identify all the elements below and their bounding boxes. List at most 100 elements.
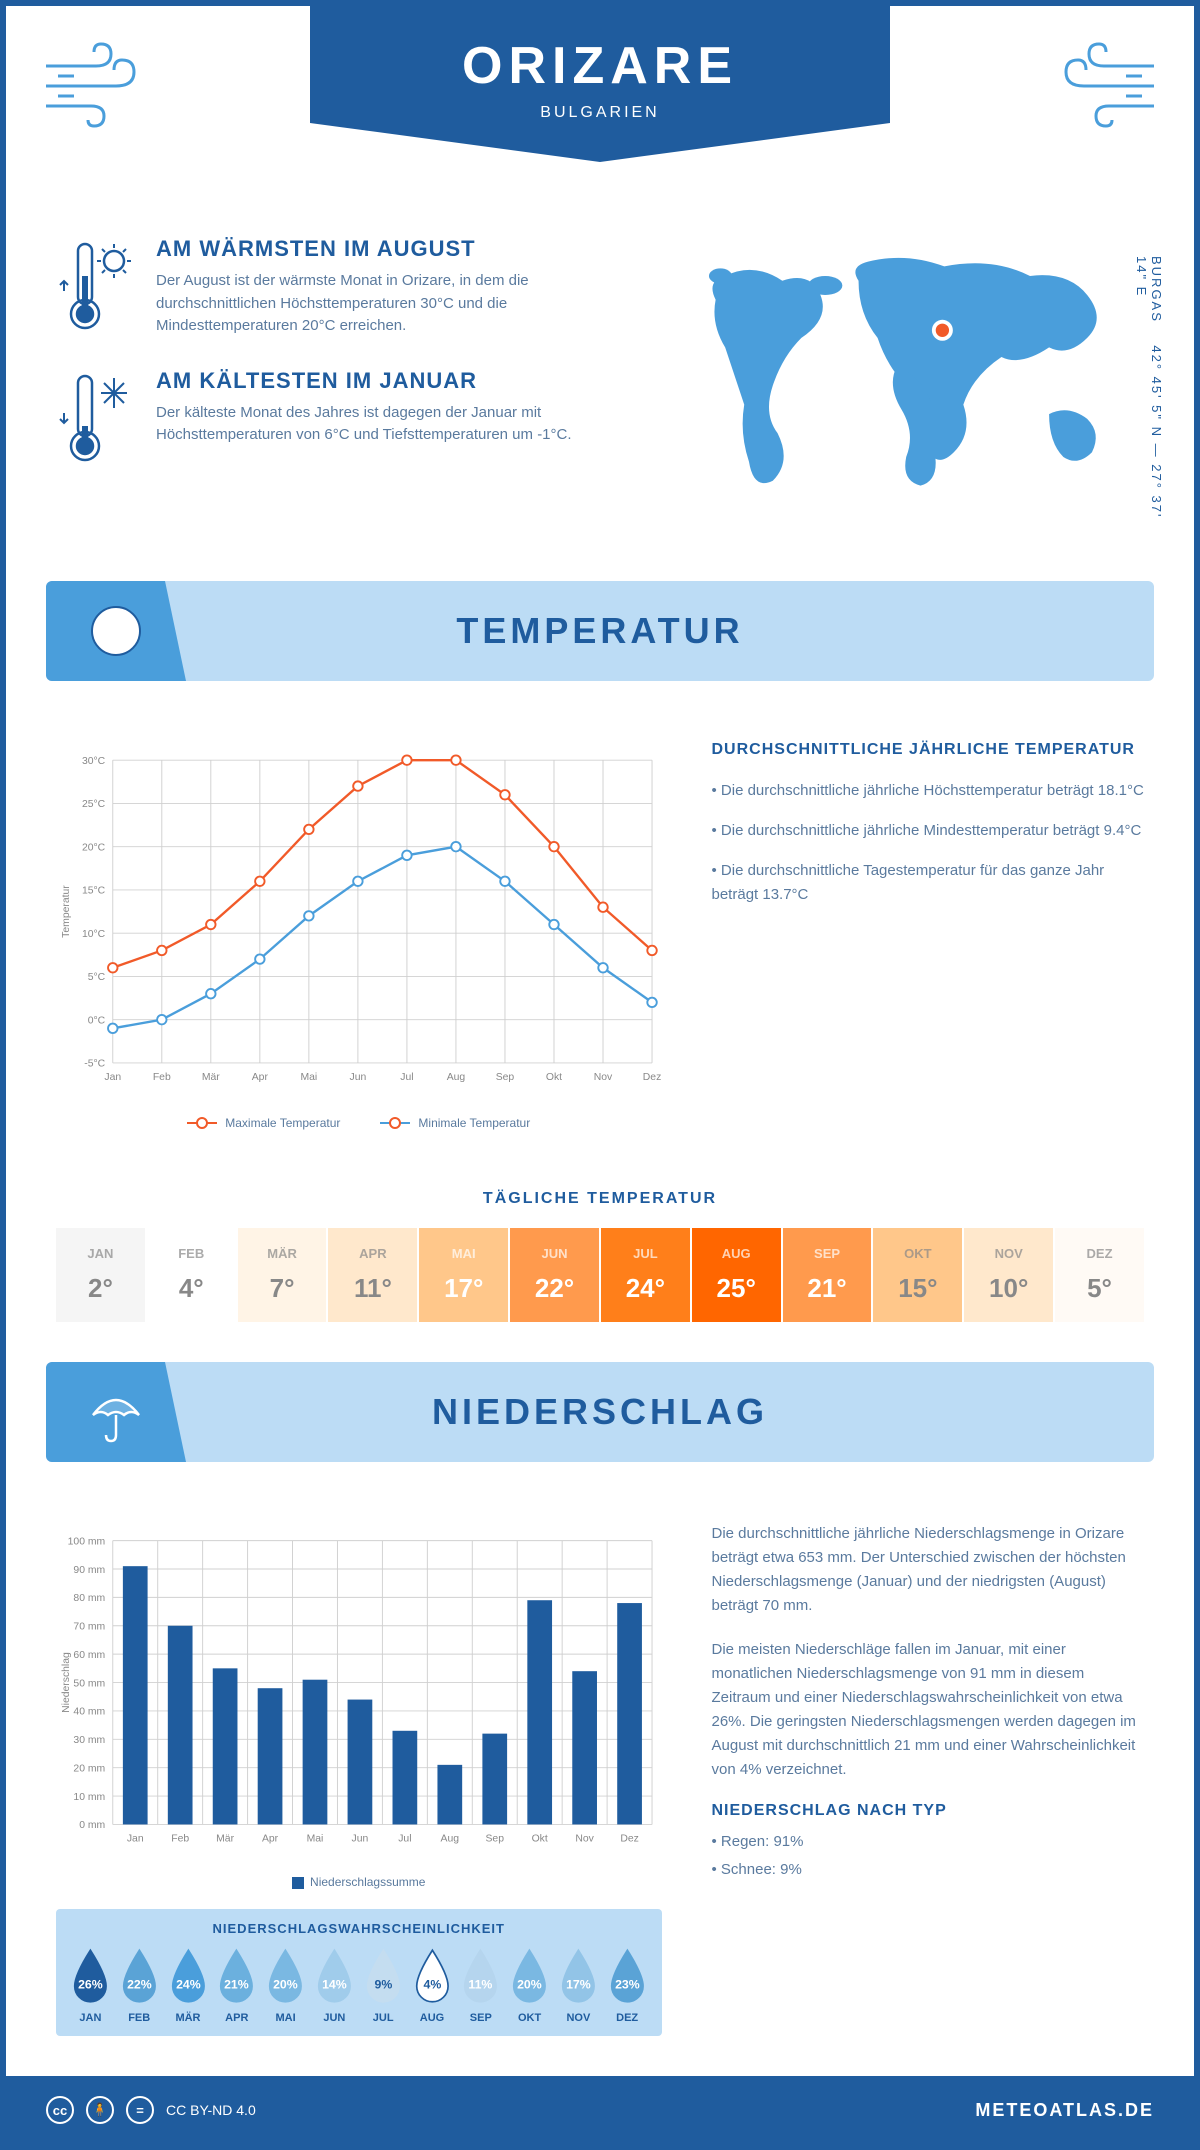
header: ORIZARE BULGARIEN (6, 6, 1194, 206)
svg-text:22%: 22% (127, 1977, 152, 1991)
temp-bullet: • Die durchschnittliche jährliche Mindes… (712, 819, 1145, 843)
svg-text:9%: 9% (374, 1977, 392, 1991)
cc-icon: cc (46, 2096, 74, 2124)
svg-text:0°C: 0°C (88, 1015, 106, 1026)
svg-text:15°C: 15°C (82, 886, 106, 897)
sun-icon (81, 596, 151, 666)
probability-drop: 17%NOV (556, 1948, 601, 2024)
svg-text:24%: 24% (176, 1977, 201, 1991)
temperature-section-header: TEMPERATUR (46, 581, 1154, 681)
svg-text:Aug: Aug (447, 1072, 466, 1083)
country-name: BULGARIEN (310, 104, 890, 122)
svg-text:Nov: Nov (594, 1072, 613, 1083)
probability-drop: 24%MÄR (166, 1948, 211, 2024)
footer: cc 🧍 = CC BY-ND 4.0 METEOATLAS.DE (6, 2076, 1194, 2144)
svg-text:14%: 14% (322, 1977, 347, 1991)
svg-text:Dez: Dez (643, 1072, 661, 1083)
world-map-icon (668, 236, 1144, 516)
svg-text:60 mm: 60 mm (73, 1650, 105, 1661)
probability-title: NIEDERSCHLAGSWAHRSCHEINLICHKEIT (68, 1921, 650, 1936)
site-name: METEOATLAS.DE (975, 2100, 1154, 2121)
nd-icon: = (126, 2096, 154, 2124)
svg-text:10°C: 10°C (82, 929, 106, 940)
daily-temp-cell: JUN22° (510, 1228, 601, 1322)
svg-text:Jan: Jan (127, 1833, 144, 1844)
svg-text:80 mm: 80 mm (73, 1593, 105, 1604)
svg-text:Okt: Okt (546, 1072, 562, 1083)
svg-text:0 mm: 0 mm (79, 1820, 105, 1831)
svg-text:Apr: Apr (252, 1072, 269, 1083)
daily-temp-cell: OKT15° (873, 1228, 964, 1322)
by-icon: 🧍 (86, 2096, 114, 2124)
svg-text:70 mm: 70 mm (73, 1622, 105, 1633)
city-name: ORIZARE (310, 36, 890, 96)
svg-text:100 mm: 100 mm (68, 1536, 106, 1547)
daily-temp-cell: APR11° (328, 1228, 419, 1322)
probability-drop: 9%JUL (361, 1948, 406, 2024)
probability-drop: 22%FEB (117, 1948, 162, 2024)
svg-text:30°C: 30°C (82, 756, 106, 767)
svg-text:23%: 23% (615, 1977, 640, 1991)
svg-text:20%: 20% (273, 1977, 298, 1991)
daily-temp-cell: MÄR7° (238, 1228, 329, 1322)
daily-temp-grid: JAN2°FEB4°MÄR7°APR11°MAI17°JUN22°JUL24°A… (56, 1228, 1144, 1322)
svg-text:30 mm: 30 mm (73, 1735, 105, 1746)
temp-bullet: • Die durchschnittliche jährliche Höchst… (712, 779, 1145, 803)
warmest-title: AM WÄRMSTEN IM AUGUST (156, 236, 576, 262)
svg-text:26%: 26% (78, 1977, 103, 1991)
svg-text:Jul: Jul (400, 1072, 413, 1083)
precipitation-section-header: NIEDERSCHLAG (46, 1362, 1154, 1462)
coordinates: BURGAS 42° 45' 5" N — 27° 37' 14" E (1134, 256, 1164, 521)
daily-temp-cell: NOV10° (964, 1228, 1055, 1322)
warmest-text: Der August ist der wärmste Monat in Oriz… (156, 270, 576, 338)
svg-text:4%: 4% (423, 1977, 441, 1991)
daily-temp-cell: FEB4° (147, 1228, 238, 1322)
temperature-line-chart: -5°C0°C5°C10°C15°C20°C25°C30°CJanFebMärA… (56, 741, 662, 1130)
precip-type: • Regen: 91% (712, 1830, 1145, 1854)
svg-text:Temperatur: Temperatur (61, 885, 72, 938)
svg-text:40 mm: 40 mm (73, 1707, 105, 1718)
daily-temp-cell: SEP21° (783, 1228, 874, 1322)
svg-text:Sep: Sep (486, 1833, 505, 1844)
svg-text:Nov: Nov (575, 1833, 594, 1844)
svg-text:Apr: Apr (262, 1833, 279, 1844)
daily-temp-cell: JUL24° (601, 1228, 692, 1322)
svg-text:20°C: 20°C (82, 842, 106, 853)
coldest-text: Der kälteste Monat des Jahres ist dagege… (156, 402, 576, 447)
svg-text:50 mm: 50 mm (73, 1678, 105, 1689)
daily-temp-cell: DEZ5° (1055, 1228, 1144, 1322)
coldest-title: AM KÄLTESTEN IM JANUAR (156, 368, 576, 394)
daily-temp-cell: JAN2° (56, 1228, 147, 1322)
coldest-summary: AM KÄLTESTEN IM JANUAR Der kälteste Mona… (56, 368, 628, 468)
thermometer-cold-icon (56, 368, 136, 468)
probability-drop: 20%OKT (507, 1948, 552, 2024)
warmest-summary: AM WÄRMSTEN IM AUGUST Der August ist der… (56, 236, 628, 338)
license-text: CC BY-ND 4.0 (166, 2102, 256, 2118)
precip-text: Die durchschnittliche jährliche Niedersc… (712, 1522, 1145, 1618)
chart-legend: .legend-line:nth-child(1)::before{border… (56, 1116, 662, 1130)
wind-icon (36, 36, 156, 136)
precip-type-title: NIEDERSCHLAG NACH TYP (712, 1802, 1145, 1820)
svg-text:10 mm: 10 mm (73, 1792, 105, 1803)
daily-temp-cell: AUG25° (692, 1228, 783, 1322)
daily-temp-cell: MAI17° (419, 1228, 510, 1322)
probability-drop: 20%MAI (263, 1948, 308, 2024)
thermometer-hot-icon (56, 236, 136, 336)
chart-legend: Niederschlagssumme (56, 1875, 662, 1889)
probability-drop: 14%JUN (312, 1948, 357, 2024)
precip-type: • Schnee: 9% (712, 1858, 1145, 1882)
svg-text:5°C: 5°C (88, 972, 106, 983)
temp-info-title: DURCHSCHNITTLICHE JÄHRLICHE TEMPERATUR (712, 741, 1145, 759)
probability-drop: 4%AUG (410, 1948, 455, 2024)
svg-text:Jul: Jul (398, 1833, 411, 1844)
svg-text:Feb: Feb (171, 1833, 189, 1844)
precip-text: Die meisten Niederschläge fallen im Janu… (712, 1638, 1145, 1782)
svg-text:Dez: Dez (620, 1833, 638, 1844)
wind-icon (1044, 36, 1164, 136)
svg-text:Jun: Jun (350, 1072, 367, 1083)
svg-text:Aug: Aug (441, 1833, 460, 1844)
svg-text:Mai: Mai (300, 1072, 317, 1083)
svg-text:Mär: Mär (216, 1833, 234, 1844)
svg-text:90 mm: 90 mm (73, 1565, 105, 1576)
probability-drop: 23%DEZ (605, 1948, 650, 2024)
